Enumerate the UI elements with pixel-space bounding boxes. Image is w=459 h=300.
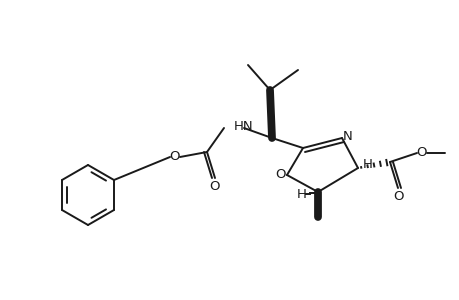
Text: H: H [362, 158, 372, 170]
Text: O: O [275, 169, 285, 182]
Text: O: O [416, 146, 426, 160]
Text: O: O [393, 190, 403, 202]
Text: HN: HN [234, 119, 253, 133]
Text: O: O [169, 151, 180, 164]
Text: O: O [209, 179, 220, 193]
Text: N: N [342, 130, 352, 142]
Text: H: H [297, 188, 306, 202]
